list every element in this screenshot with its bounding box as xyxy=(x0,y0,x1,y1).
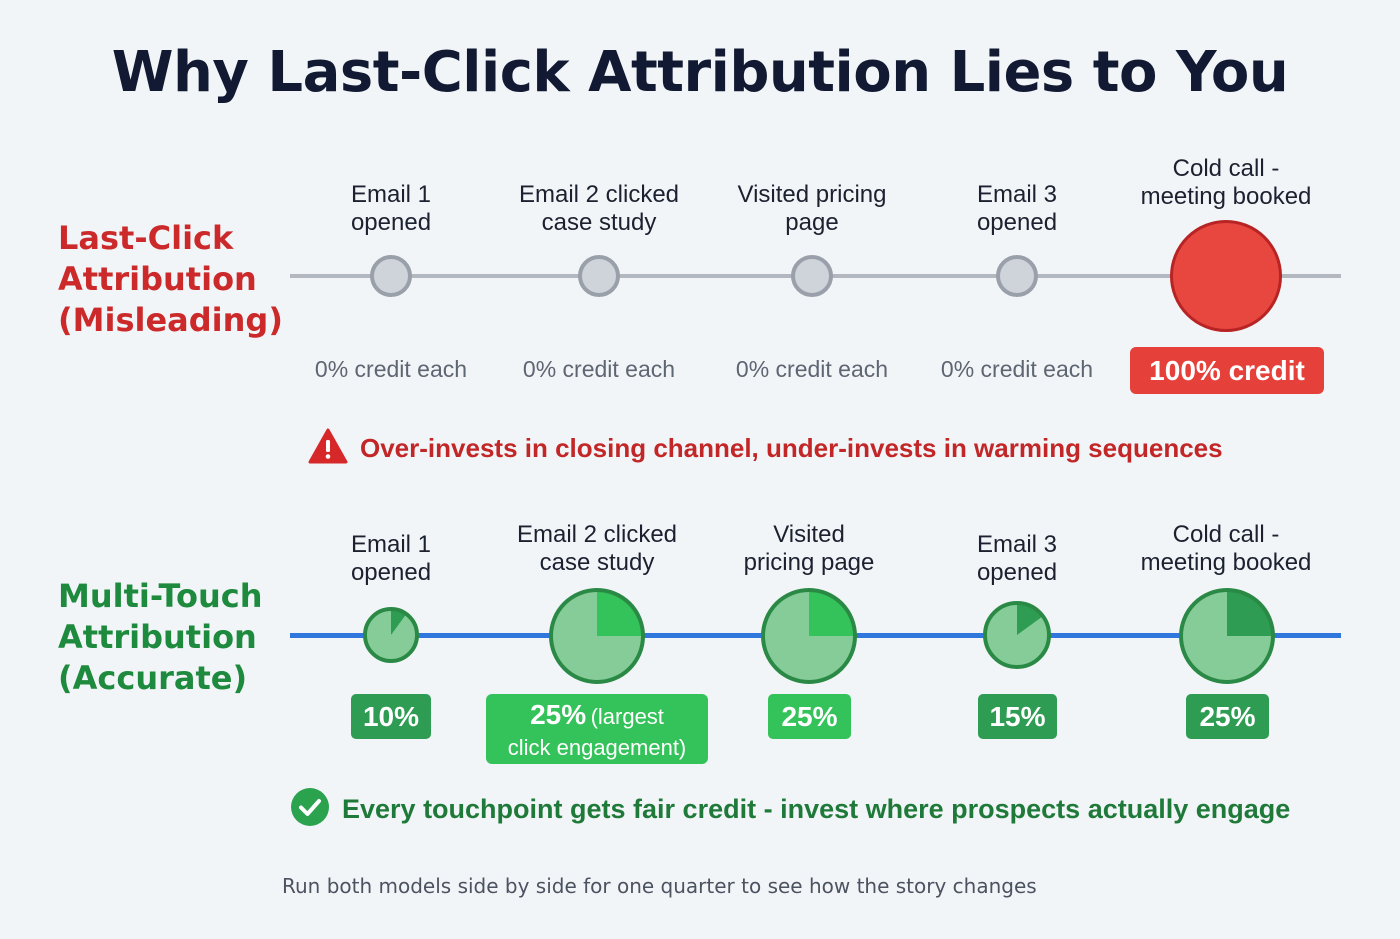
warning-triangle-icon xyxy=(308,428,348,469)
touchpoint-node xyxy=(578,255,620,297)
step-label: Email 1 opened xyxy=(350,531,432,586)
step-label: Email 2 clicked case study xyxy=(518,181,680,236)
label-line: Last-Click xyxy=(58,219,234,257)
credit-percent-badge: 10% xyxy=(351,694,431,739)
credit-percent-badge: 15% xyxy=(978,694,1057,739)
success-text: Every touchpoint gets fair credit - inve… xyxy=(342,794,1291,824)
credit-text: 0% credit each xyxy=(735,356,889,382)
badge-note: (largest xyxy=(590,704,664,729)
step-label: Email 2 clicked case study xyxy=(516,521,678,576)
touchpoint-node xyxy=(791,255,833,297)
badge-note: click engagement) xyxy=(507,735,687,760)
credit-percent-badge: 25% xyxy=(1186,694,1269,739)
step-label: Cold call - meeting booked xyxy=(1140,521,1312,576)
badge-percent: 25% xyxy=(530,699,587,730)
credit-text: 0% credit each xyxy=(522,356,676,382)
warning-callout: Over-invests in closing channel, under-i… xyxy=(308,428,1223,469)
credit-pie xyxy=(1179,588,1275,684)
step-label: Visited pricing page xyxy=(737,181,887,236)
page-title: Why Last-Click Attribution Lies to You xyxy=(111,40,1289,105)
last-click-label: Last-Click Attribution (Misleading) xyxy=(58,218,283,341)
step-label: Email 3 opened xyxy=(976,181,1058,236)
credit-pie xyxy=(983,601,1051,669)
touchpoint-node xyxy=(996,255,1038,297)
label-line: (Misleading) xyxy=(58,301,283,339)
label-line: Attribution xyxy=(58,618,257,656)
full-credit-badge: 100% credit xyxy=(1130,347,1324,394)
success-callout: Every touchpoint gets fair credit - inve… xyxy=(290,787,1290,832)
credit-pie xyxy=(761,588,857,684)
touchpoint-node xyxy=(370,255,412,297)
step-label: Visited pricing page xyxy=(743,521,875,576)
label-line: Multi-Touch xyxy=(58,577,263,615)
step-label: Email 3 opened xyxy=(976,531,1058,586)
closing-touchpoint-node xyxy=(1170,220,1282,332)
label-line: Attribution xyxy=(58,260,257,298)
check-circle-icon xyxy=(290,787,330,832)
credit-percent-badge: 25% (largest click engagement) xyxy=(486,694,708,764)
label-line: (Accurate) xyxy=(58,659,248,697)
step-label: Cold call - meeting booked xyxy=(1140,155,1312,210)
multi-touch-label: Multi-Touch Attribution (Accurate) xyxy=(58,576,263,699)
warning-text: Over-invests in closing channel, under-i… xyxy=(360,433,1223,463)
footer-note: Run both models side by side for one qua… xyxy=(282,874,1037,898)
step-label: Email 1 opened xyxy=(350,181,432,236)
credit-text: 0% credit each xyxy=(940,356,1094,382)
credit-text: 0% credit each xyxy=(314,356,468,382)
credit-percent-badge: 25% xyxy=(768,694,851,739)
credit-pie xyxy=(549,588,645,684)
credit-pie xyxy=(363,607,419,663)
